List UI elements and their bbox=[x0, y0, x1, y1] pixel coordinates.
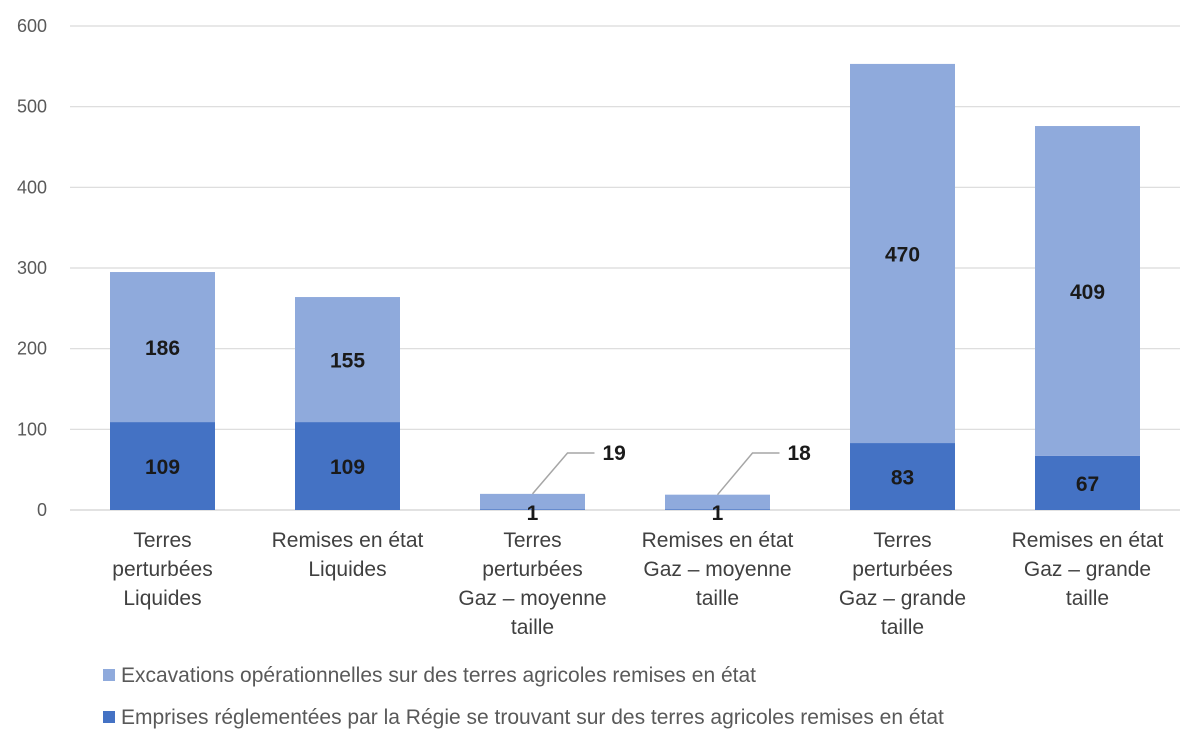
category-label: Liquides bbox=[308, 558, 386, 581]
category-label: perturbées bbox=[852, 558, 952, 581]
category-label: perturbées bbox=[482, 558, 582, 581]
y-tick-label: 0 bbox=[37, 500, 47, 520]
y-tick-label: 200 bbox=[17, 339, 47, 359]
y-tick-label: 400 bbox=[17, 177, 47, 197]
legend-swatch bbox=[103, 669, 115, 681]
bar-segment bbox=[850, 443, 955, 510]
category-label: Remises en état bbox=[272, 529, 424, 552]
category-label: taille bbox=[696, 587, 739, 610]
bar-segment bbox=[110, 272, 215, 423]
category-label: Terres bbox=[503, 529, 561, 552]
category-label: taille bbox=[1066, 587, 1109, 610]
data-label: 155 bbox=[330, 350, 365, 373]
data-label: 83 bbox=[891, 467, 914, 490]
legend-label: Excavations opérationnelles sur des terr… bbox=[121, 664, 756, 687]
bar-segment bbox=[665, 494, 770, 510]
data-label: 19 bbox=[603, 442, 626, 465]
data-label: 109 bbox=[145, 456, 180, 479]
category-label: Gaz – grande bbox=[839, 587, 966, 610]
leader-line bbox=[531, 452, 595, 495]
legend-swatch bbox=[103, 711, 115, 723]
bar-segment bbox=[295, 297, 400, 423]
bar-segment bbox=[295, 422, 400, 510]
data-label: 109 bbox=[330, 456, 365, 479]
data-label: 18 bbox=[788, 442, 812, 465]
data-label: 409 bbox=[1070, 281, 1105, 304]
y-tick-label: 600 bbox=[17, 16, 47, 36]
category-label: perturbées bbox=[112, 558, 212, 581]
bar-segment bbox=[850, 63, 955, 444]
data-label: 186 bbox=[145, 337, 180, 360]
category-label: Remises en état bbox=[642, 529, 794, 552]
category-label: Terres bbox=[873, 529, 931, 552]
category-label: Gaz – moyenne bbox=[643, 558, 791, 581]
category-label: Terres bbox=[133, 529, 191, 552]
category-label: Liquides bbox=[123, 587, 201, 610]
category-label: taille bbox=[511, 616, 554, 639]
y-tick-label: 300 bbox=[17, 258, 47, 278]
bar-segment bbox=[480, 509, 585, 510]
category-label: taille bbox=[881, 616, 924, 639]
category-label: Gaz – grande bbox=[1024, 558, 1151, 581]
bar-segment bbox=[665, 509, 770, 510]
leader-line bbox=[716, 452, 780, 496]
y-tick-label: 100 bbox=[17, 419, 47, 439]
data-label: 1 bbox=[712, 502, 724, 525]
category-label: Remises en état bbox=[1012, 529, 1164, 552]
bar-segment bbox=[480, 493, 585, 510]
legend-label: Emprises réglementées par la Régie se tr… bbox=[121, 706, 944, 729]
y-tick-label: 500 bbox=[17, 97, 47, 117]
bar-segment bbox=[110, 422, 215, 510]
bar-segment bbox=[1035, 126, 1140, 456]
category-label: Gaz – moyenne bbox=[458, 587, 606, 610]
data-label: 67 bbox=[1076, 473, 1099, 496]
bar-segment bbox=[1035, 455, 1140, 510]
data-label: 470 bbox=[885, 243, 920, 266]
data-label: 1 bbox=[527, 502, 539, 525]
